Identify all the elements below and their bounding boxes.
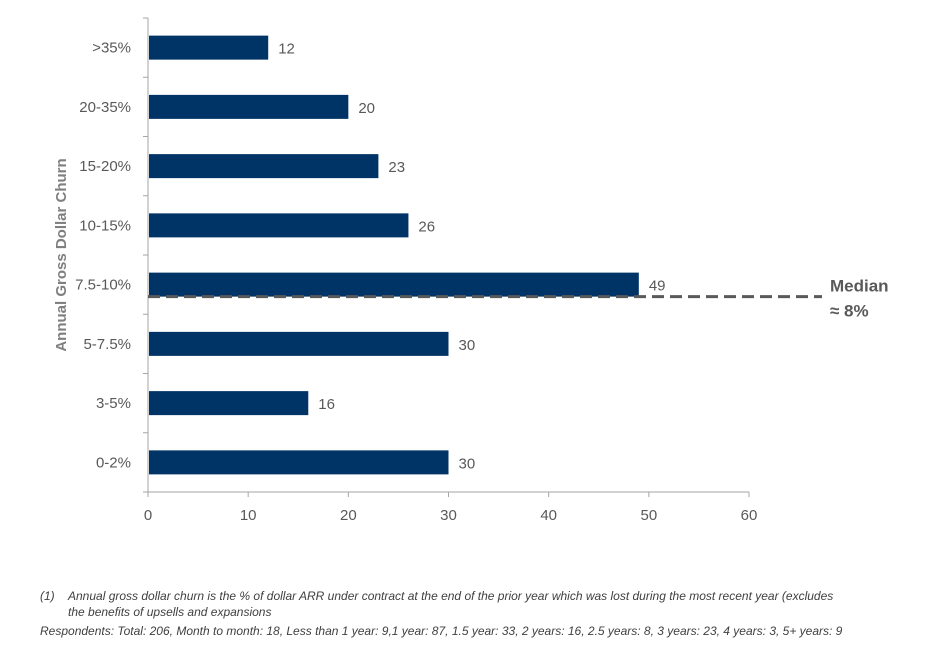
bar bbox=[149, 331, 449, 356]
data-label: 49 bbox=[649, 278, 666, 295]
churn-bar-chart: 0 10 20 30 40 50 60 >35% 12 20-35% 20 15-20% 23 10-15… bbox=[53, 17, 889, 524]
x-tick-label: 50 bbox=[640, 507, 657, 524]
x-tick-label: 10 bbox=[240, 507, 257, 524]
x-tick-label: 0 bbox=[144, 507, 152, 524]
data-label: 20 bbox=[358, 100, 375, 117]
axes bbox=[143, 17, 750, 497]
y-tick-label: 20-35% bbox=[79, 99, 131, 116]
x-tick-label: 60 bbox=[741, 507, 758, 524]
data-label: 23 bbox=[388, 159, 405, 176]
bar bbox=[149, 94, 349, 119]
x-tick-label: 20 bbox=[340, 507, 357, 524]
y-axis-title: Annual Gross Dollar Churn bbox=[53, 158, 70, 351]
footnote-1-continuation: the benefits of upsells and expansions bbox=[68, 605, 272, 619]
footnote-1-marker: (1) bbox=[40, 589, 55, 603]
footnote-1-text: Annual gross dollar churn is the % of do… bbox=[68, 589, 834, 603]
bar bbox=[149, 450, 449, 475]
bar bbox=[149, 391, 309, 416]
data-label: 30 bbox=[459, 337, 476, 354]
data-label: 26 bbox=[418, 218, 435, 235]
labels: 0 10 20 30 40 50 60 >35% 12 20-35% 20 15-20% 23 10-15… bbox=[75, 40, 888, 524]
y-tick-label: 0-2% bbox=[96, 454, 131, 471]
data-label: 12 bbox=[278, 41, 295, 58]
y-tick-label: 7.5-10% bbox=[75, 277, 131, 294]
bar bbox=[149, 213, 409, 238]
y-tick-label: 10-15% bbox=[79, 217, 131, 234]
data-label: 30 bbox=[459, 455, 476, 472]
y-tick-label: 5-7.5% bbox=[83, 336, 131, 353]
bar bbox=[149, 35, 269, 60]
median-value-label: ≈ 8% bbox=[830, 302, 869, 321]
respondents-note: Respondents: Total: 206, Month to month:… bbox=[40, 624, 843, 638]
x-tick-label: 30 bbox=[440, 507, 457, 524]
y-tick-label: >35% bbox=[92, 40, 131, 57]
bars bbox=[149, 35, 639, 475]
bar bbox=[149, 272, 639, 297]
bar bbox=[149, 154, 379, 179]
data-label: 16 bbox=[318, 396, 335, 413]
median-label: Median bbox=[830, 277, 889, 296]
x-tick-label: 40 bbox=[540, 507, 557, 524]
y-tick-label: 3-5% bbox=[96, 395, 131, 412]
footnote-1: (1) Annual gross dollar churn is the % of… bbox=[40, 588, 833, 604]
y-tick-label: 15-20% bbox=[79, 158, 131, 175]
